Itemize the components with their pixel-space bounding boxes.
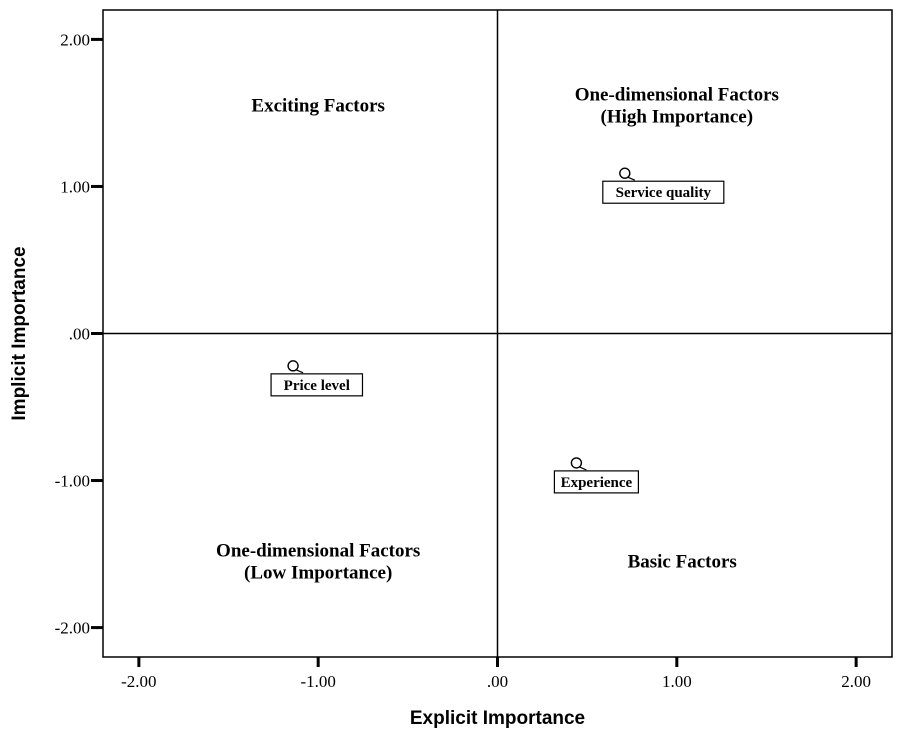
point-label-box: [270, 373, 364, 397]
quadrant-label-top-right: One-dimensional Factors: [575, 85, 779, 106]
y-tick-label: 2.00: [60, 30, 90, 49]
quadrant-label-bottom-left: One-dimensional Factors: [216, 540, 420, 561]
quadrant-label-bottom-left: (Low Importance): [244, 562, 392, 583]
point-leader-line: [579, 466, 587, 471]
y-tick-label: .00: [69, 325, 90, 344]
point-leader-line: [295, 369, 304, 374]
y-axis-title: Implicit Importance: [9, 246, 30, 420]
quadrant-label-top-right: (High Importance): [601, 107, 754, 128]
y-tick-label: -2.00: [55, 619, 90, 638]
point-label: Service quality: [616, 185, 712, 201]
quadrant-label-top-left: Exciting Factors: [251, 96, 385, 117]
y-axis-ticks: 2.00 1.00 .00 -1.00 -2.00: [55, 30, 103, 638]
point-label-box: [602, 180, 725, 204]
x-axis-title: Explicit Importance: [410, 708, 585, 729]
x-tick-label: -2.00: [121, 672, 156, 691]
x-tick-label: 2.00: [841, 672, 871, 691]
data-point: [570, 457, 583, 469]
x-tick-label: 1.00: [662, 672, 692, 691]
point-label: Price level: [284, 378, 350, 394]
x-axis-ticks: -2.00 -1.00 .00 1.00 2.00: [121, 657, 871, 691]
x-tick-label: -1.00: [300, 672, 335, 691]
x-tick-label: .00: [487, 672, 508, 691]
data-points: Service quality Price level Experience: [270, 167, 725, 494]
data-point: [287, 360, 299, 372]
quadrant-label-bottom-right: Basic Factors: [628, 551, 737, 572]
point-label: Experience: [561, 475, 633, 491]
data-point: [619, 167, 631, 179]
y-tick-label: -1.00: [55, 472, 90, 491]
point-leader-line: [627, 176, 636, 181]
point-label-box: [553, 470, 640, 494]
y-tick-label: 1.00: [60, 177, 90, 196]
